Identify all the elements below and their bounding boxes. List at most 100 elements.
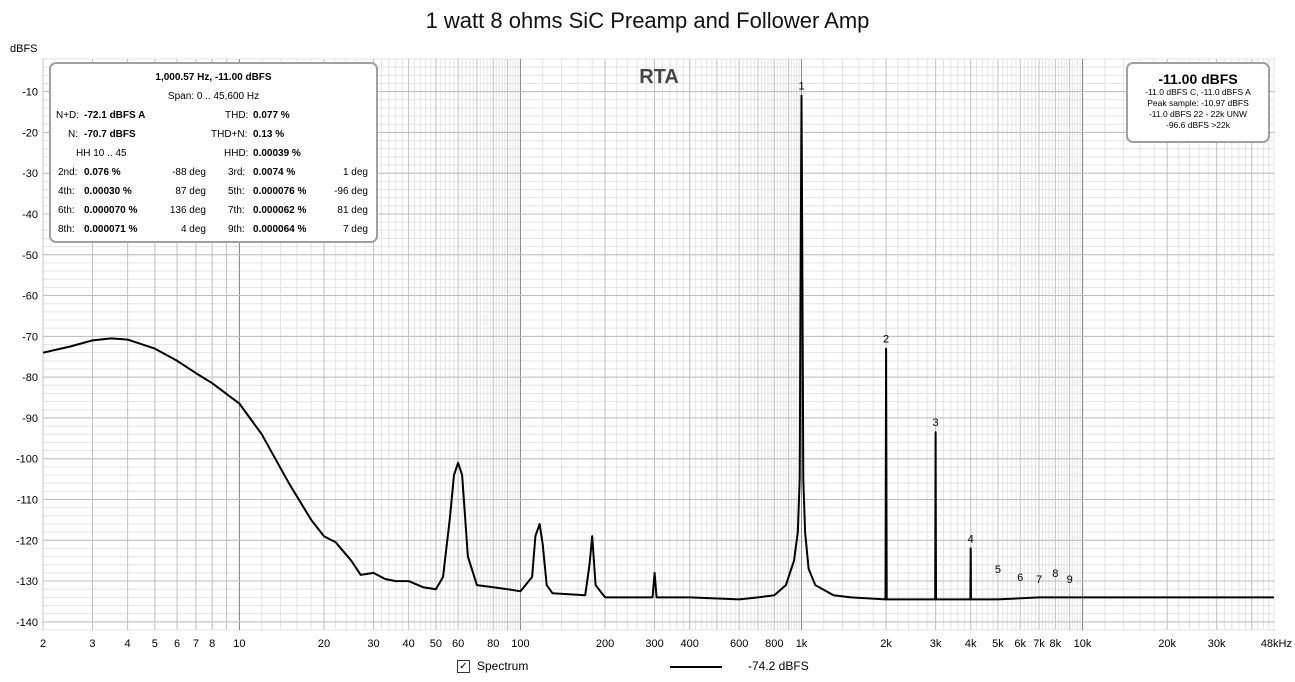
x-tick-label: 4k: [965, 638, 977, 650]
span-text: Span: 0 .. 45,600 Hz: [167, 91, 260, 102]
harmonic-marker-7: 7: [1036, 574, 1042, 586]
thd-label: THD:: [225, 110, 249, 121]
y-tick-label: -40: [22, 209, 38, 221]
harmonic-value: 0.00030 %: [84, 186, 132, 197]
level-line1: -11.0 dBFS C, -11.0 dBFS A: [1145, 87, 1251, 97]
stats-header: 1,000.57 Hz, -11.00 dBFS: [155, 72, 272, 83]
harmonic-phase2: 7 deg: [342, 224, 368, 235]
harmonic-marker-8: 8: [1052, 568, 1058, 580]
stats-panel: 1,000.57 Hz, -11.00 dBFS Span: 0 .. 45,6…: [49, 62, 378, 243]
y-tick-label: -140: [16, 617, 38, 629]
harmonic-label: 4th:: [58, 186, 75, 197]
x-tick-label: 600: [730, 638, 748, 650]
chart-title: 1 watt 8 ohms SiC Preamp and Follower Am…: [425, 8, 870, 33]
x-tick-label: 8k: [1049, 638, 1061, 650]
y-axis-label: dBFS: [10, 43, 38, 55]
x-tick-label: 60: [452, 638, 464, 650]
harmonic-label2: 9th:: [228, 224, 245, 235]
thdn-label: THD+N:: [211, 129, 248, 140]
x-tick-label: 100: [511, 638, 529, 650]
x-tick-label: 3k: [930, 638, 942, 650]
n-label: N:: [68, 129, 78, 140]
legend-value: -74.2 dBFS: [748, 659, 809, 673]
x-tick-label: 10: [233, 638, 245, 650]
y-tick-label: -10: [22, 87, 38, 99]
harmonic-marker-1: 1: [798, 81, 804, 93]
harmonic-marker-3: 3: [933, 417, 939, 429]
y-tick-label: -70: [22, 331, 38, 343]
spectrum-line: [42, 94, 1274, 601]
hhd-value: 0.00039 %: [253, 148, 301, 159]
x-tick-label: 300: [645, 638, 663, 650]
legend-line-swatch: [670, 666, 722, 668]
spectrum-checkbox[interactable]: ✓: [457, 660, 470, 673]
harmonic-label: 8th:: [58, 224, 75, 235]
x-tick-label: 6: [174, 638, 180, 650]
harmonic-value: 0.076 %: [84, 167, 121, 178]
x-tick-label: 8: [209, 638, 215, 650]
rta-watermark: RTA: [639, 66, 679, 88]
harmonic-phase: -88 deg: [172, 167, 206, 178]
harmonic-value: 0.000070 %: [84, 205, 138, 216]
level-big: -11.00 dBFS: [1158, 71, 1238, 87]
nd-label: N+D:: [56, 110, 80, 121]
y-tick-label: -130: [16, 576, 38, 588]
harmonic-marker-2: 2: [883, 334, 889, 346]
x-tick-label: 2: [40, 638, 46, 650]
level-panel: -11.00 dBFS -11.0 dBFS C, -11.0 dBFS A P…: [1126, 62, 1270, 143]
harmonic-label2: 5th:: [228, 186, 245, 197]
x-tick-label: 5k: [992, 638, 1004, 650]
harmonic-value2: 0.000064 %: [253, 224, 307, 235]
harmonic-phase2: -96 deg: [334, 186, 368, 197]
y-tick-label: -110: [17, 494, 38, 506]
y-tick-label: -20: [22, 127, 38, 139]
harmonic-marker-9: 9: [1067, 574, 1073, 586]
x-tick-label: 5: [152, 638, 158, 650]
harmonic-label: 2nd:: [58, 167, 78, 178]
harmonic-phase2: 1 deg: [342, 167, 368, 178]
x-tick-label: 6k: [1014, 638, 1026, 650]
x-tick-label: 400: [680, 638, 698, 650]
x-tick-label: 30: [367, 638, 379, 650]
x-tick-label: 30k: [1208, 638, 1226, 650]
x-tick-label: 20: [318, 638, 330, 650]
harmonic-phase2: 81 deg: [337, 205, 368, 216]
y-tick-label: -80: [22, 372, 38, 384]
x-tick-label: 48kHz: [1261, 638, 1292, 650]
y-tick-label: -90: [22, 413, 38, 425]
x-tick-label: 2k: [880, 638, 892, 650]
hh-label: HH 10 .. 45: [76, 148, 127, 159]
x-tick-label: 4: [125, 638, 131, 650]
harmonic-phase: 87 deg: [175, 186, 206, 197]
x-tick-label: 10k: [1074, 638, 1092, 650]
level-line2: Peak sample: -10.97 dBFS: [1147, 98, 1249, 108]
x-tick-label: 200: [596, 638, 614, 650]
x-tick-label: 20k: [1158, 638, 1176, 650]
harmonic-label: 6th:: [58, 205, 75, 216]
nd-value: -72.1 dBFS A: [84, 110, 146, 121]
level-line4: -96.6 dBFS >22k: [1165, 120, 1231, 130]
harmonic-marker-6: 6: [1017, 572, 1023, 584]
harmonic-marker-5: 5: [995, 564, 1001, 576]
y-tick-label: -30: [22, 168, 38, 180]
x-tick-label: 7k: [1033, 638, 1045, 650]
thd-value: 0.077 %: [253, 110, 290, 121]
harmonic-value2: 0.000076 %: [253, 186, 307, 197]
x-tick-label: 1k: [796, 638, 808, 650]
level-line3: -11.0 dBFS 22 - 22k UNW: [1148, 109, 1248, 119]
x-tick-label: 40: [403, 638, 415, 650]
n-value: -70.7 dBFS: [84, 129, 136, 140]
harmonic-value: 0.000071 %: [84, 224, 138, 235]
hhd-label: HHD:: [224, 148, 249, 159]
harmonic-label2: 3rd:: [228, 167, 246, 178]
harmonic-phase: 4 deg: [180, 224, 206, 235]
stats-span: Span: 0 .. 45,600 Hz: [51, 91, 376, 102]
x-tick-label: 7: [193, 638, 199, 650]
x-tick-label: 80: [487, 638, 499, 650]
harmonic-value2: 0.000062 %: [253, 205, 307, 216]
legend-label: Spectrum: [477, 659, 529, 673]
x-tick-label: 3: [89, 638, 95, 650]
harmonic-marker-4: 4: [968, 533, 974, 545]
harmonic-phase: 136 deg: [169, 205, 206, 216]
y-tick-label: -100: [16, 454, 38, 466]
